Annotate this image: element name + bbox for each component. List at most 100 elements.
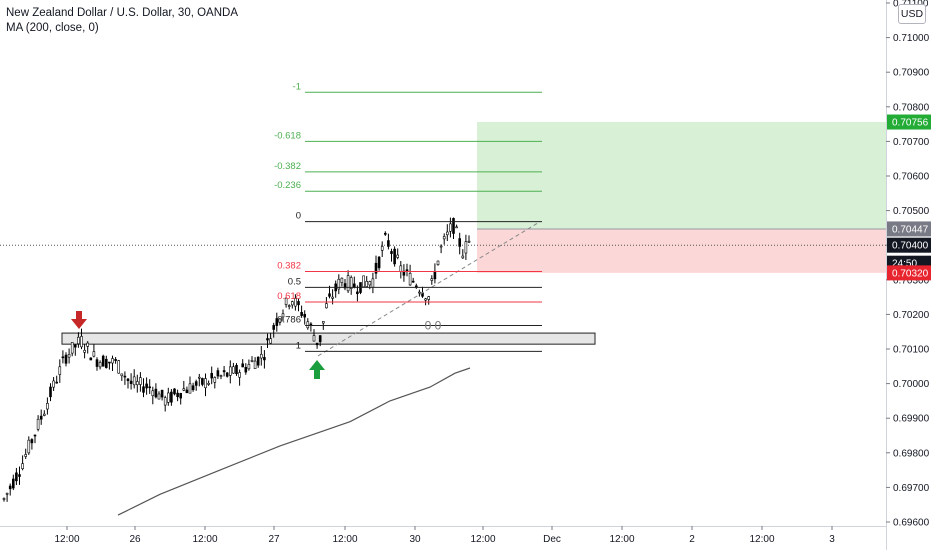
candle-body xyxy=(349,277,353,289)
fib-level-label: 0 xyxy=(296,211,301,222)
candle-body xyxy=(455,226,458,229)
time-tick-label: 26 xyxy=(129,534,141,545)
candle-body xyxy=(46,403,49,410)
price-tick-label: 0.69700 xyxy=(893,483,930,494)
candle-body xyxy=(8,485,12,490)
candle-body xyxy=(294,297,297,307)
currency-button[interactable]: USD xyxy=(898,4,926,24)
candle-body xyxy=(346,275,350,292)
time-tick-label: 2 xyxy=(689,534,695,545)
price-tick-label: 0.71000 xyxy=(893,33,930,44)
candle-body xyxy=(442,236,446,240)
fib-level-label: 0.618 xyxy=(277,291,301,302)
candle-body xyxy=(259,354,263,359)
price-tick-label: 0.69600 xyxy=(893,518,930,529)
candle-body xyxy=(387,240,390,247)
candle-body xyxy=(2,498,6,500)
candle-body xyxy=(61,356,65,359)
candle-body xyxy=(312,335,316,342)
candle-body xyxy=(89,357,93,361)
candle-body xyxy=(318,335,322,343)
price-badge-label: 24:50 xyxy=(892,259,917,270)
ma-indicator-label: MA (200, close, 0) xyxy=(6,22,99,34)
candle-body xyxy=(287,305,291,307)
candle-body xyxy=(461,255,465,259)
candle-body xyxy=(452,218,455,234)
candle-body xyxy=(213,377,217,383)
double-bottom-marker: 0 xyxy=(425,318,432,332)
candle-body xyxy=(229,366,232,376)
candle-body xyxy=(42,413,46,416)
candle-body xyxy=(70,342,74,354)
candle-body xyxy=(80,336,83,348)
candle-body xyxy=(418,291,421,294)
candle-body xyxy=(49,386,52,398)
candle-body xyxy=(238,372,241,378)
candle-body xyxy=(340,277,344,283)
time-tick-label: Dec xyxy=(543,534,561,545)
fib-level-label: 0.786 xyxy=(277,314,301,325)
price-badge-label: 0.70400 xyxy=(892,241,929,252)
candle-body xyxy=(74,344,77,348)
candle-body xyxy=(86,342,89,347)
candle-body xyxy=(232,366,235,374)
candle-body xyxy=(123,375,127,378)
arrow-down-icon xyxy=(71,311,87,329)
candle-body xyxy=(377,256,381,269)
candle-body xyxy=(101,355,105,367)
candle-body xyxy=(439,245,443,248)
arrow-up-head xyxy=(309,360,325,370)
candle-body xyxy=(300,312,303,316)
candle-body xyxy=(77,336,80,345)
candle-body xyxy=(464,241,468,254)
price-tick-label: 0.70500 xyxy=(893,206,930,217)
candle-body xyxy=(256,356,260,366)
candle-body xyxy=(328,293,331,297)
ma-200-line xyxy=(117,367,471,516)
candle-body xyxy=(120,373,124,377)
candle-body xyxy=(117,360,120,374)
candle-body xyxy=(225,372,229,377)
candle-body xyxy=(24,454,28,457)
candle-body xyxy=(467,240,471,243)
candle-body xyxy=(297,301,300,306)
candle-body xyxy=(411,280,415,283)
candle-body xyxy=(241,363,244,368)
candle-body xyxy=(427,296,431,300)
fib-level-label: -1 xyxy=(293,81,301,92)
candle-body xyxy=(325,303,328,309)
candle-body xyxy=(269,338,272,344)
candle-body xyxy=(21,463,24,469)
candle-body xyxy=(157,393,161,400)
candle-body xyxy=(362,275,365,288)
candle-body xyxy=(281,313,285,318)
candle-body xyxy=(136,381,139,386)
arrow-up-icon xyxy=(309,360,325,379)
candle-body xyxy=(95,359,99,367)
candle-body xyxy=(33,434,37,437)
candle-body xyxy=(222,370,226,373)
price-badge-label: 0.70320 xyxy=(892,268,929,279)
price-tick-label: 0.69900 xyxy=(893,414,930,425)
candle-body xyxy=(449,223,452,232)
candle-body xyxy=(247,364,251,370)
fib-level-label: -0.618 xyxy=(274,130,301,141)
candle-body xyxy=(64,354,68,364)
candle-body xyxy=(145,383,148,389)
candle-body xyxy=(114,359,117,361)
price-badge-label: 0.70756 xyxy=(892,118,929,129)
candle-body xyxy=(445,231,449,236)
candle-body xyxy=(111,358,114,364)
candle-body xyxy=(405,269,409,272)
candle-body xyxy=(337,278,341,290)
candle-body xyxy=(278,318,282,323)
candle-body xyxy=(55,381,59,384)
candle-body xyxy=(216,370,220,377)
time-tick-label: 27 xyxy=(268,534,280,545)
candle-body xyxy=(356,291,359,295)
candle-body xyxy=(207,382,210,385)
candle-body xyxy=(198,376,201,379)
candle-body xyxy=(275,318,279,326)
price-tick-label: 0.70900 xyxy=(893,68,930,79)
